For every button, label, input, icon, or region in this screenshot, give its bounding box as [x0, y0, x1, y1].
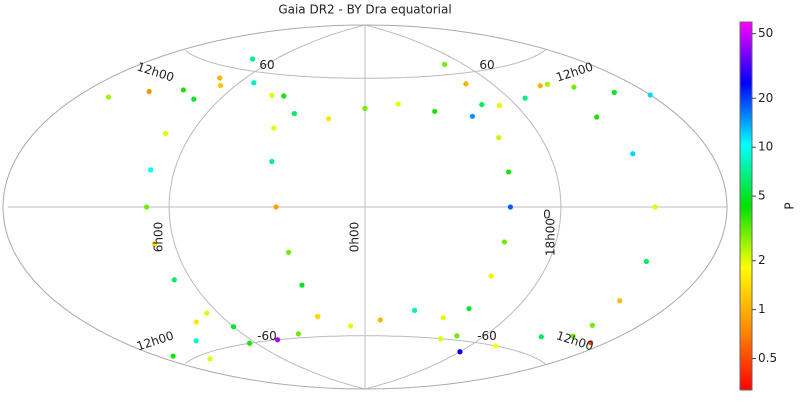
- star: [469, 113, 476, 119]
- star: [501, 239, 508, 245]
- star: [291, 110, 297, 117]
- star: [295, 331, 301, 337]
- star: [457, 349, 463, 355]
- colorbar-tick-label: 1: [758, 302, 766, 316]
- star: [217, 83, 224, 89]
- parallel: [184, 49, 547, 79]
- colorbar-tick-label: 10: [758, 140, 773, 154]
- star: [587, 340, 594, 346]
- star: [193, 319, 199, 325]
- chart-title: Gaia DR2 - BY Dra equatorial: [278, 3, 451, 17]
- ra-label: 18h00: [543, 218, 557, 256]
- dec-label: 60: [259, 58, 274, 72]
- star: [571, 84, 577, 90]
- ra-label: 0h00: [348, 222, 362, 253]
- star: [479, 101, 485, 108]
- star: [271, 125, 277, 131]
- star: [432, 108, 438, 115]
- star: [496, 102, 502, 109]
- star: [377, 317, 383, 323]
- graticule: [7, 24, 727, 390]
- star: [281, 93, 287, 99]
- star: [493, 343, 499, 349]
- star: [273, 204, 279, 210]
- star: [647, 92, 653, 98]
- dec-label: -60: [257, 329, 277, 343]
- star: [538, 334, 544, 340]
- star: [496, 134, 502, 141]
- star: [274, 337, 281, 343]
- ra-label: 12h00: [135, 328, 176, 353]
- star: [146, 88, 152, 95]
- star: [247, 340, 253, 346]
- star: [395, 101, 401, 107]
- star: [269, 92, 275, 98]
- star: [438, 336, 444, 342]
- star: [105, 94, 112, 100]
- star: [463, 81, 469, 87]
- star: [594, 114, 600, 120]
- star: [630, 151, 636, 157]
- parallel: [184, 335, 547, 365]
- star: [204, 310, 210, 316]
- star: [217, 75, 223, 81]
- star: [570, 333, 576, 339]
- colorbar-tick-label: 20: [758, 91, 773, 105]
- star: [249, 56, 256, 62]
- ra-label: 12h00: [135, 60, 176, 85]
- colorbar-tick-label: 5: [758, 189, 766, 203]
- star: [207, 356, 213, 362]
- star: [454, 333, 460, 339]
- star: [643, 258, 650, 265]
- star: [589, 322, 595, 328]
- points: [105, 56, 658, 362]
- star: [286, 249, 292, 255]
- star: [611, 89, 617, 95]
- star: [488, 273, 494, 279]
- ra-label: 12h00: [555, 328, 596, 353]
- star: [193, 338, 199, 344]
- ra-label: 12h00: [554, 60, 595, 85]
- star: [144, 204, 150, 210]
- star: [506, 169, 512, 175]
- dec-label: 60: [479, 58, 494, 72]
- star: [652, 204, 658, 210]
- star: [162, 130, 169, 137]
- star: [347, 323, 354, 329]
- star: [507, 204, 514, 210]
- star: [180, 87, 187, 93]
- star: [191, 96, 197, 102]
- colorbar: [739, 21, 753, 391]
- star: [152, 241, 158, 247]
- colorbar-tick-label: 0.5: [758, 351, 777, 365]
- colorbar-tick-label: 2: [758, 253, 766, 267]
- star: [148, 167, 154, 173]
- star: [362, 105, 368, 112]
- star: [442, 61, 448, 67]
- star: [412, 307, 418, 313]
- star: [617, 298, 623, 304]
- star: [299, 282, 305, 288]
- star: [537, 83, 543, 89]
- star: [315, 313, 321, 320]
- star: [522, 95, 528, 101]
- star: [171, 277, 177, 283]
- star: [544, 81, 551, 87]
- dec-label: 0: [543, 208, 551, 222]
- dec-label: -60: [477, 329, 497, 343]
- colorbar-label: P: [783, 202, 797, 209]
- star: [269, 158, 275, 165]
- star: [230, 324, 237, 330]
- ra-label: 6h00: [152, 222, 166, 253]
- colorbar-tick-label: 50: [758, 26, 773, 40]
- star: [170, 353, 176, 359]
- star: [440, 315, 446, 321]
- star: [466, 305, 472, 312]
- star: [326, 116, 332, 122]
- star: [251, 80, 257, 86]
